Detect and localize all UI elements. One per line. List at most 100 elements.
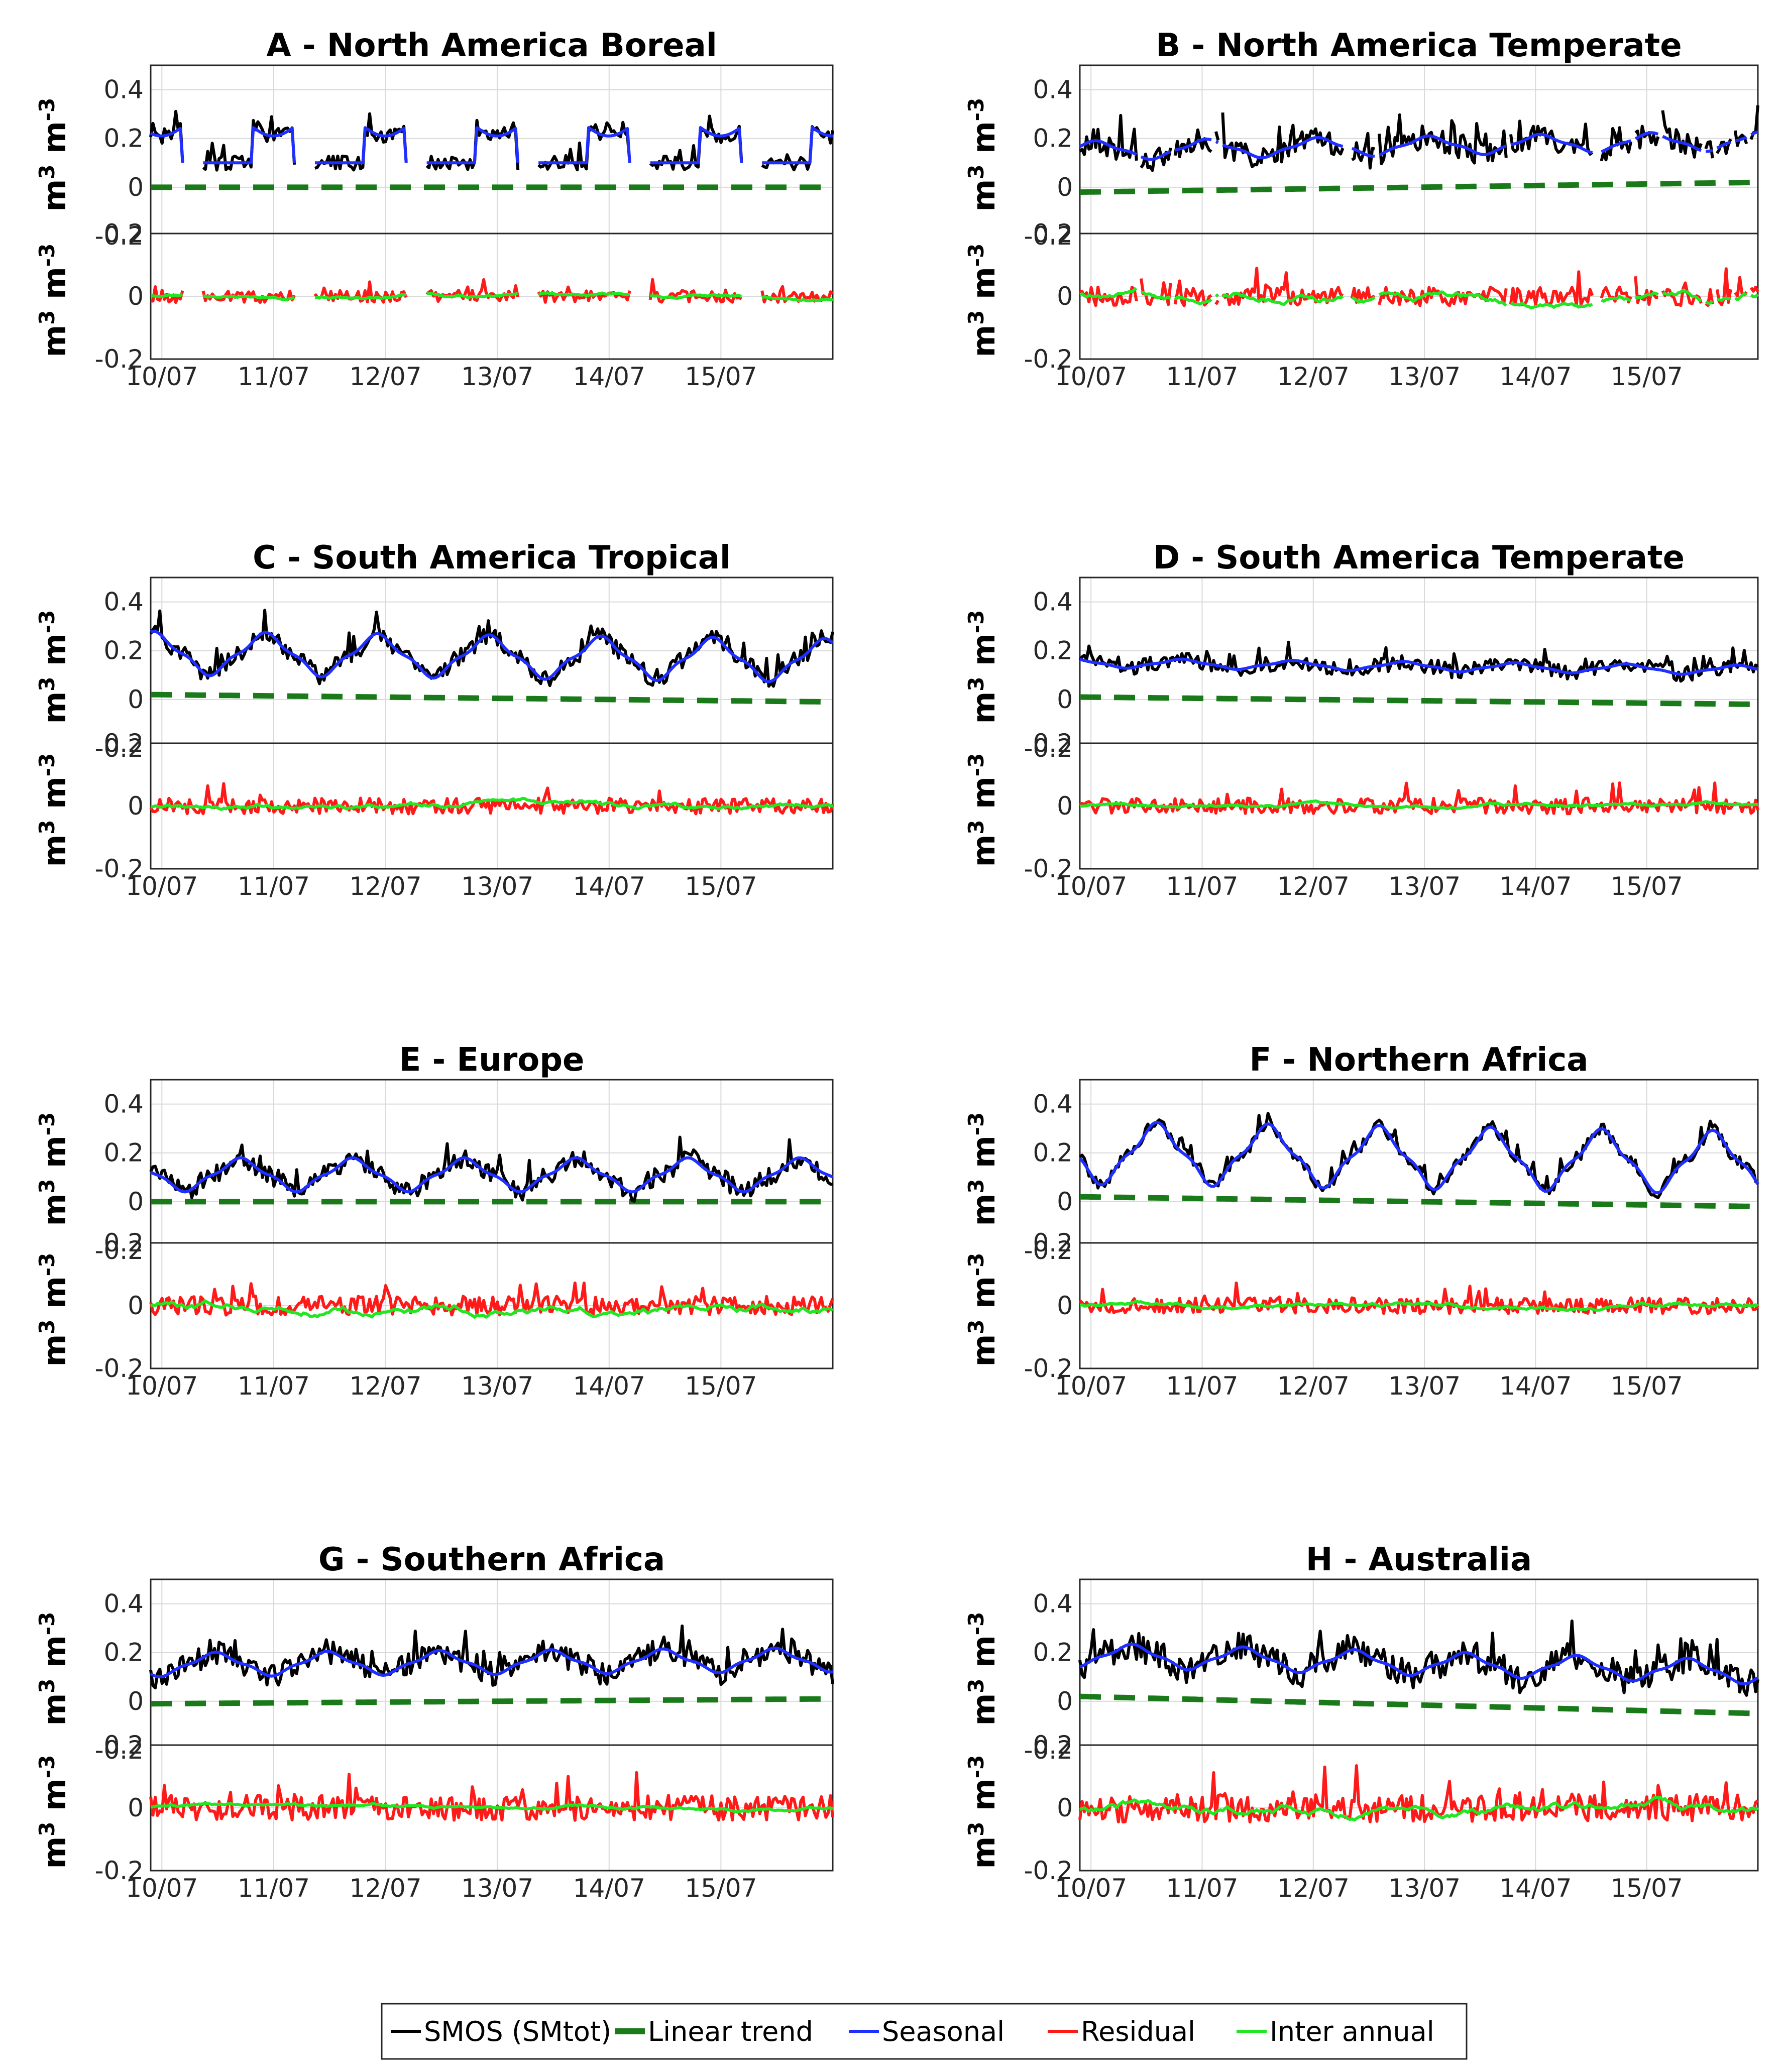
ytick-label-A-bottom: 0 <box>128 282 144 311</box>
xtick-label-C: 13/07 <box>461 872 533 901</box>
panel-title-A: A - North America Boreal <box>266 27 717 64</box>
ylabel-D-bottom: m3 m-3 <box>964 753 1002 867</box>
xtick-label-H: 11/07 <box>1166 1874 1238 1903</box>
xtick-label-D: 13/07 <box>1388 872 1461 901</box>
panel-title-D: D - South America Temperate <box>1153 539 1685 577</box>
series-residual-H <box>1078 1764 1759 1824</box>
xtick-label-A: 12/07 <box>349 362 421 391</box>
xtick-label-G: 10/07 <box>126 1874 198 1903</box>
panel-C: C - South America Tropical0.40.20-0.20.2… <box>35 539 834 901</box>
xtick-label-A: 13/07 <box>461 362 533 391</box>
panel-G: G - Southern Africa0.40.20-0.20.20-0.210… <box>35 1541 834 1903</box>
series-residual-G <box>149 1771 834 1822</box>
ytick-label-A-top: 0.2 <box>103 124 144 153</box>
ytick-label-G-top: 0 <box>128 1687 144 1716</box>
ylabel-E-top: m3 m-3 <box>35 1112 73 1226</box>
ylabel-A-bottom: m3 m-3 <box>35 244 73 358</box>
xtick-label-A: 14/07 <box>573 362 645 391</box>
axes-A-top <box>150 64 834 237</box>
panel-F: F - Northern Africa0.40.20-0.20.20-0.210… <box>964 1042 1759 1401</box>
ylabel-E-bottom: m3 m-3 <box>35 1253 73 1367</box>
xtick-label-B: 10/07 <box>1055 362 1127 391</box>
xtick-label-B: 14/07 <box>1499 362 1572 391</box>
ytick-label-F-top: 0.2 <box>1033 1138 1073 1168</box>
xtick-label-B: 11/07 <box>1166 362 1238 391</box>
xtick-label-B: 15/07 <box>1611 362 1683 391</box>
panel-title-F: F - Northern Africa <box>1250 1042 1589 1079</box>
ytick-label-F-top: 0 <box>1057 1187 1073 1216</box>
ytick-label-E-top: 0.4 <box>103 1090 144 1119</box>
ytick-label-A-bottom: 0.2 <box>103 219 144 248</box>
series-inter-annual-B <box>1079 287 1759 310</box>
axes-E-top <box>150 1079 834 1251</box>
ytick-label-D-bottom: 0 <box>1057 791 1073 821</box>
ytick-label-H-top: -0.2 <box>1024 1736 1073 1765</box>
axes-F-top <box>1079 1079 1759 1251</box>
xtick-label-C: 14/07 <box>573 872 645 901</box>
series-linear-trend-G <box>151 1696 833 1707</box>
xtick-label-E: 10/07 <box>126 1371 198 1401</box>
ytick-label-H-bottom: 0 <box>1057 1793 1073 1822</box>
panel-title-G: G - Southern Africa <box>318 1541 665 1578</box>
xtick-label-E: 11/07 <box>238 1371 310 1401</box>
ytick-label-E-bottom: -0.2 <box>94 1354 144 1383</box>
xtick-label-H: 15/07 <box>1611 1874 1683 1903</box>
xtick-label-A: 11/07 <box>238 362 310 391</box>
series-inter-annual-G <box>150 1801 833 1814</box>
legend-label-inter: Inter annual <box>1270 2016 1434 2047</box>
series-linear-trend-H <box>1079 1693 1758 1716</box>
xtick-label-D: 14/07 <box>1499 872 1572 901</box>
legend-label-residual: Residual <box>1081 2016 1195 2047</box>
panel-A: A - North America Boreal0.40.20-0.20.20-… <box>35 27 834 391</box>
ylabel-G-top: m3 m-3 <box>35 1612 73 1726</box>
series-seasonal-D <box>1079 657 1758 676</box>
series-linear-trend-D <box>1080 694 1758 708</box>
xtick-label-A: 15/07 <box>685 362 757 391</box>
ytick-label-D-top: -0.2 <box>1024 734 1073 763</box>
axes-frame <box>150 233 834 360</box>
ytick-label-A-top: 0.4 <box>103 75 144 104</box>
ylabel-B-top: m3 m-3 <box>964 98 1002 212</box>
ytick-label-G-bottom: -0.2 <box>94 1856 144 1885</box>
panel-title-B: B - North America Temperate <box>1156 27 1682 64</box>
ytick-label-B-bottom: 0 <box>1057 282 1073 311</box>
legend-label-smos: SMOS (SMtot) <box>424 2016 611 2047</box>
xtick-label-D: 12/07 <box>1277 872 1350 901</box>
ytick-label-D-bottom: -0.2 <box>1024 854 1073 883</box>
xtick-label-D: 10/07 <box>1055 872 1127 901</box>
ytick-label-D-bottom: 0.2 <box>1033 729 1073 758</box>
ytick-label-G-bottom: 0 <box>128 1793 144 1822</box>
series-seasonal-E <box>150 1156 834 1194</box>
legend: SMOS (SMtot) Linear trend Seasonal Residual… <box>381 2003 1468 2060</box>
series-inter-annual-H <box>1079 1795 1759 1822</box>
xtick-label-D: 11/07 <box>1166 872 1238 901</box>
ylabel-B-bottom: m3 m-3 <box>964 244 1002 358</box>
series-seasonal-F <box>1078 1120 1759 1195</box>
ytick-label-B-bottom: -0.2 <box>1024 344 1073 374</box>
ytick-label-E-bottom: 0.2 <box>103 1228 144 1257</box>
series-smos-A <box>149 109 834 172</box>
ytick-label-G-top: -0.2 <box>94 1736 144 1765</box>
ytick-label-C-top: 0.4 <box>103 588 144 617</box>
ytick-label-F-top: -0.2 <box>1024 1236 1073 1265</box>
ytick-label-H-bottom: 0.2 <box>1033 1731 1073 1760</box>
xtick-label-C: 12/07 <box>349 872 421 901</box>
series-seasonal-H <box>1079 1642 1759 1686</box>
ytick-label-E-top: -0.2 <box>94 1236 144 1265</box>
legend-box <box>381 2003 1468 2060</box>
xtick-label-G: 13/07 <box>461 1874 533 1903</box>
xtick-label-H: 12/07 <box>1277 1874 1350 1903</box>
ylabel-H-bottom: m3 m-3 <box>964 1755 1002 1869</box>
ytick-label-B-bottom: 0.2 <box>1033 219 1073 248</box>
xtick-label-C: 11/07 <box>238 872 310 901</box>
ylabel-H-top: m3 m-3 <box>964 1612 1002 1726</box>
series-seasonal-A <box>150 126 833 165</box>
ytick-label-C-bottom: 0 <box>128 791 144 821</box>
xtick-label-B: 12/07 <box>1277 362 1350 391</box>
ytick-label-D-top: 0.2 <box>1033 636 1073 665</box>
ytick-label-F-bottom: 0.2 <box>1033 1228 1073 1257</box>
ytick-label-A-top: 0 <box>128 173 144 202</box>
xtick-label-G: 11/07 <box>238 1874 310 1903</box>
ytick-label-H-top: 0 <box>1057 1687 1073 1716</box>
ytick-label-C-top: -0.2 <box>94 734 144 763</box>
